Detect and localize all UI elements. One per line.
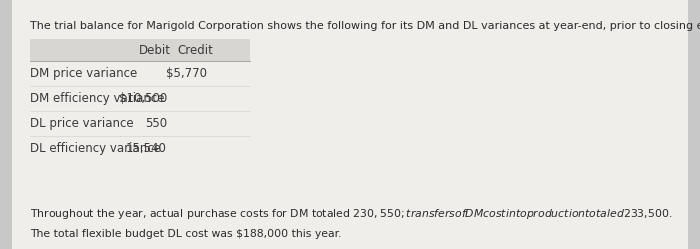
Text: 550: 550 — [145, 117, 167, 130]
Text: The trial balance for Marigold Corporation shows the following for its DM and DL: The trial balance for Marigold Corporati… — [30, 21, 700, 31]
Text: Credit: Credit — [177, 44, 213, 57]
Bar — [30, 111, 250, 136]
Text: Debit: Debit — [139, 44, 171, 57]
Bar — [30, 61, 250, 86]
Text: DL efficiency variance: DL efficiency variance — [30, 142, 161, 155]
Bar — [30, 86, 250, 111]
Text: 15,540: 15,540 — [126, 142, 167, 155]
Text: Throughout the year, actual purchase costs for DM totaled $230,550; transfers of: Throughout the year, actual purchase cos… — [30, 207, 673, 221]
Text: $10,500: $10,500 — [119, 92, 167, 105]
Text: DL price variance: DL price variance — [30, 117, 134, 130]
Bar — [30, 136, 250, 161]
Text: DM price variance: DM price variance — [30, 67, 137, 80]
Text: The total flexible budget DL cost was $188,000 this year.: The total flexible budget DL cost was $1… — [30, 229, 342, 239]
Text: $5,770: $5,770 — [166, 67, 207, 80]
Text: DM efficiency variance: DM efficiency variance — [30, 92, 164, 105]
Bar — [30, 39, 250, 61]
